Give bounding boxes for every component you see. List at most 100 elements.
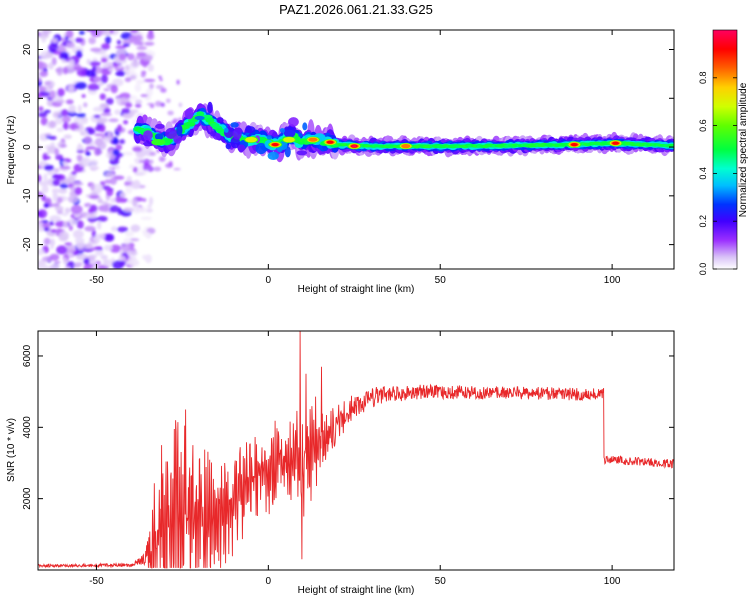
- noise-blob: [160, 87, 167, 93]
- noise-blob: [125, 185, 133, 194]
- noise-blob: [88, 195, 99, 199]
- snr-x-tick-label: 0: [266, 576, 272, 587]
- noise-blob: [89, 204, 98, 213]
- noise-blob: [63, 221, 68, 228]
- ridge-peak: [283, 137, 295, 143]
- noise-blob: [76, 253, 88, 261]
- ridge-blob: [155, 123, 165, 129]
- noise-blob: [165, 98, 171, 104]
- noise-blob: [76, 220, 84, 229]
- noise-blob: [123, 151, 134, 156]
- noise-blob: [115, 70, 126, 77]
- noise-blob: [92, 106, 105, 112]
- noise-blob: [89, 61, 101, 67]
- noise-blob: [143, 158, 151, 165]
- noise-blob: [83, 135, 92, 145]
- noise-blob: [95, 250, 104, 256]
- snr-y-tick-label: 2000: [22, 487, 33, 510]
- noise-blob: [109, 205, 120, 213]
- colorbar-tick-label: 0.6: [698, 119, 708, 132]
- ridge-band-4: [165, 138, 173, 144]
- spec-y-tick-label: -20: [22, 237, 33, 252]
- noise-blob: [176, 79, 180, 85]
- noise-blob: [135, 99, 143, 105]
- ridge-blob: [288, 117, 299, 127]
- noise-blob: [62, 66, 69, 75]
- noise-blob: [129, 109, 139, 114]
- noise-blob: [81, 157, 91, 166]
- snr-x-tick-label: 50: [435, 576, 447, 587]
- noise-blob: [55, 99, 65, 104]
- noise-blob: [38, 32, 49, 39]
- noise-blob: [146, 32, 155, 41]
- noise-blob: [90, 182, 95, 192]
- noise-blob: [111, 226, 118, 232]
- noise-blob: [62, 121, 69, 130]
- colorbar: 0.0 0.2 0.4 0.6 0.8 Normalized spectral ampl…: [698, 29, 749, 275]
- noise-blob: [100, 201, 109, 205]
- snr-y-ticks: 2000 4000 6000: [22, 344, 674, 510]
- noise-blob: [93, 76, 103, 82]
- noise-blob: [129, 74, 137, 80]
- noise-blob: [38, 85, 47, 92]
- noise-blob: [57, 88, 65, 97]
- noise-blob: [73, 264, 81, 268]
- noise-blob: [133, 166, 138, 173]
- noise-blob: [118, 53, 127, 61]
- ridge-blob: [224, 127, 229, 133]
- noise-blob: [112, 78, 124, 87]
- noise-blob: [75, 50, 83, 59]
- ridge-peak: [308, 137, 318, 142]
- noise-blob: [105, 234, 114, 241]
- ridge-blob: [237, 144, 246, 152]
- colorbar-gradient: [712, 29, 738, 270]
- spectrogram-image: [38, 30, 674, 269]
- noise-blob: [49, 203, 59, 207]
- noise-blob: [113, 56, 120, 60]
- snr-panel: -50 0 50 100 2000 4000 6000 Height of straigh…: [6, 330, 675, 596]
- noise-blob: [43, 173, 48, 182]
- noise-blob: [43, 265, 52, 269]
- noise-blob: [97, 141, 107, 150]
- noise-blob: [113, 165, 121, 170]
- noise-blob: [43, 227, 50, 232]
- noise-blob: [58, 188, 68, 194]
- noise-blob: [149, 83, 154, 90]
- noise-blob: [121, 243, 131, 252]
- noise-blob: [49, 215, 62, 222]
- noise-blob: [140, 94, 148, 98]
- noise-blob: [58, 231, 70, 241]
- snr-y-tick-label: 6000: [22, 344, 33, 367]
- noise-blob: [99, 93, 106, 100]
- noise-blob: [38, 181, 50, 187]
- spec-x-tick-label: 100: [604, 275, 621, 286]
- noise-blob: [116, 39, 122, 45]
- noise-blob: [47, 146, 57, 154]
- noise-blob: [128, 238, 140, 242]
- noise-blob: [54, 117, 64, 125]
- noise-blob: [144, 41, 155, 46]
- spec-y-tick-label: -10: [22, 188, 33, 203]
- noise-blob: [67, 195, 79, 204]
- noise-blob: [126, 259, 134, 265]
- ridge-band-4: [185, 121, 196, 127]
- ridge-peak: [612, 141, 619, 145]
- noise-blob: [59, 166, 71, 170]
- noise-blob: [59, 51, 69, 60]
- spec-y-tick-label: 0: [22, 144, 33, 150]
- noise-blob: [48, 62, 54, 70]
- noise-blob: [41, 30, 52, 34]
- noise-blob: [50, 229, 57, 233]
- noise-blob: [123, 207, 135, 212]
- ridge-peak: [352, 145, 357, 148]
- ridge-blob: [255, 142, 267, 155]
- noise-blob: [158, 75, 162, 79]
- noise-blob: [109, 30, 114, 34]
- noise-blob: [63, 179, 71, 184]
- noise-blob: [41, 194, 47, 202]
- noise-blob: [143, 78, 156, 83]
- noise-blob: [147, 64, 154, 72]
- noise-blob: [76, 149, 85, 154]
- noise-blob: [178, 102, 183, 108]
- noise-blob: [132, 205, 141, 214]
